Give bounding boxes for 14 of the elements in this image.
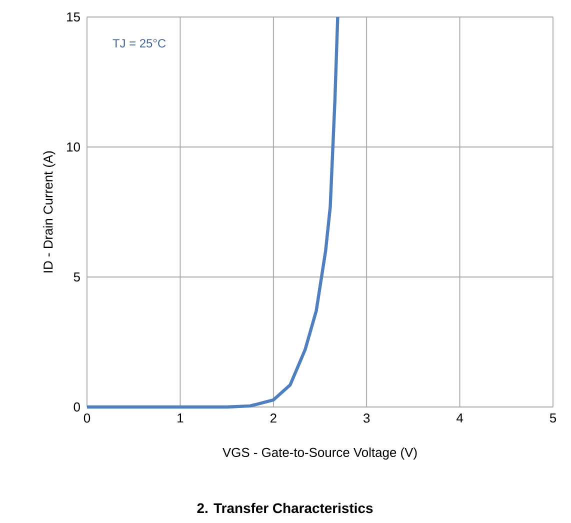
- y-tick-label: 5: [74, 272, 80, 282]
- x-tick-label: 3: [364, 414, 370, 423]
- y-axis-title: ID - Drain Current (A): [43, 151, 56, 272]
- y-tick-label: 10: [67, 142, 80, 152]
- y-tick-label: 0: [74, 402, 80, 412]
- x-tick-label: 0: [84, 414, 90, 423]
- annotation: TJ = 25°C: [112, 39, 166, 48]
- x-tick-label: 1: [178, 414, 184, 422]
- y-tick-label: 15: [67, 12, 80, 22]
- x-axis-title: VGS - Gate-to-Source Voltage (V): [222, 448, 417, 460]
- x-tick-label: 5: [550, 414, 556, 423]
- text: 2. Transfer Characteristics: [197, 502, 373, 514]
- x-tick-label: 2: [270, 414, 276, 423]
- x-tick-label: 4: [456, 414, 464, 422]
